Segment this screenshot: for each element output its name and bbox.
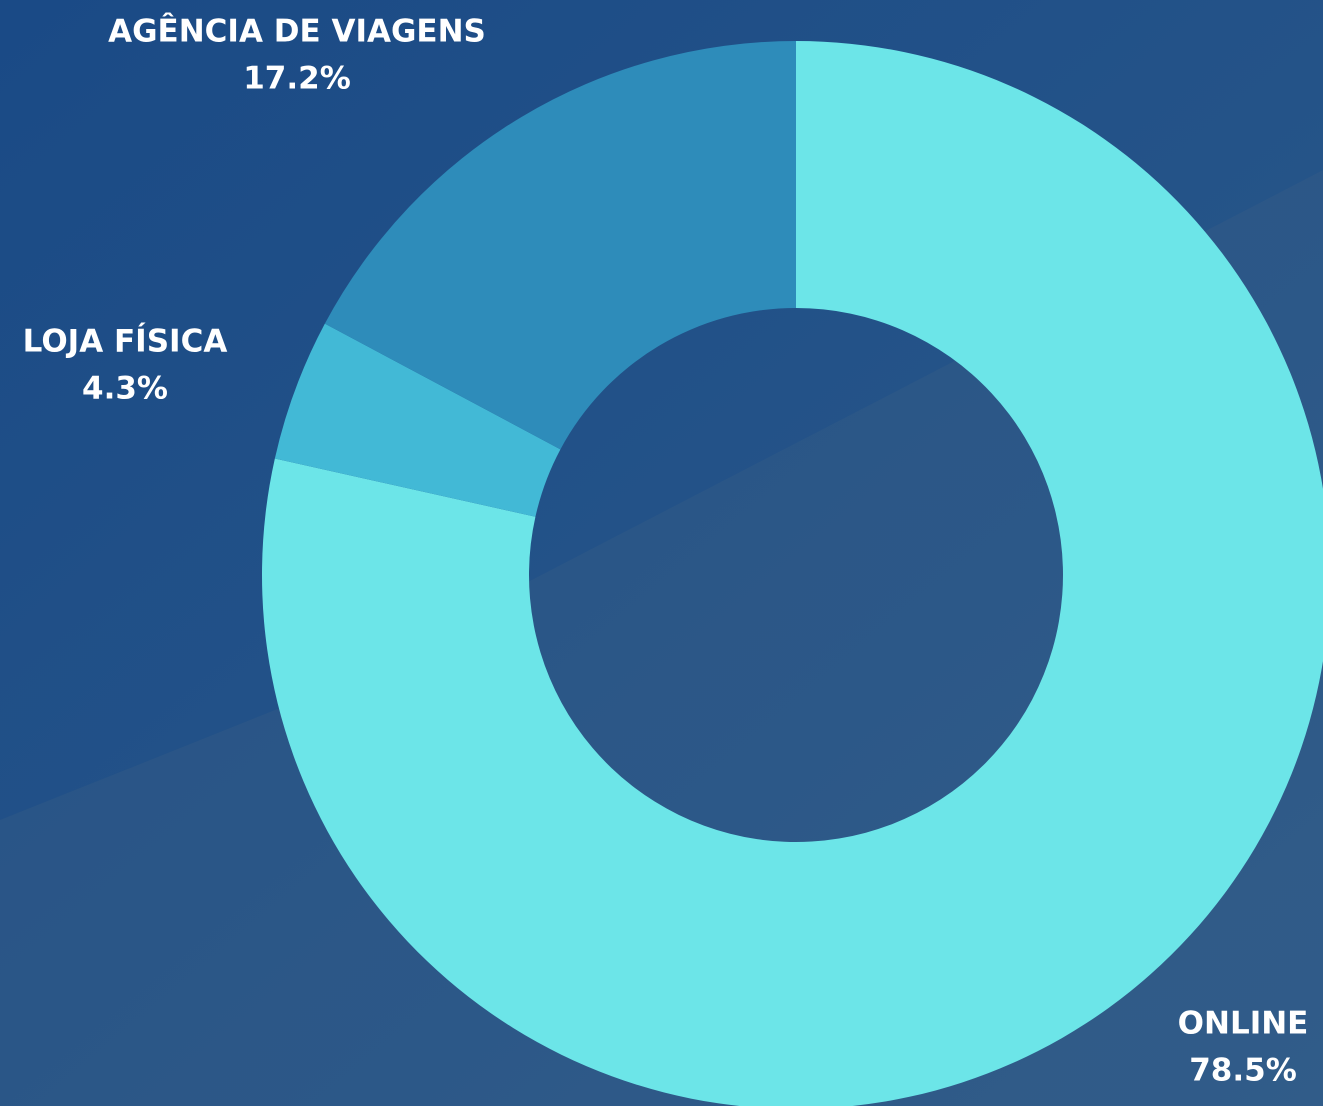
slice-label: LOJA FÍSICA <box>23 324 228 360</box>
chart: ONLINE 78.5% LOJA FÍSICA 4.3% AGÊNCIA DE VIA… <box>0 0 1323 1106</box>
slice-value-label: 17.2% <box>243 61 351 97</box>
slice-value-label: 78.5% <box>1189 1053 1297 1089</box>
slice-value-label: 4.3% <box>82 371 168 407</box>
slice-label: ONLINE <box>1178 1006 1309 1042</box>
slice-label: AGÊNCIA DE VIAGENS <box>108 14 486 50</box>
page: {"chart_data": {"type": "donut", "catego… <box>0 0 1323 1106</box>
